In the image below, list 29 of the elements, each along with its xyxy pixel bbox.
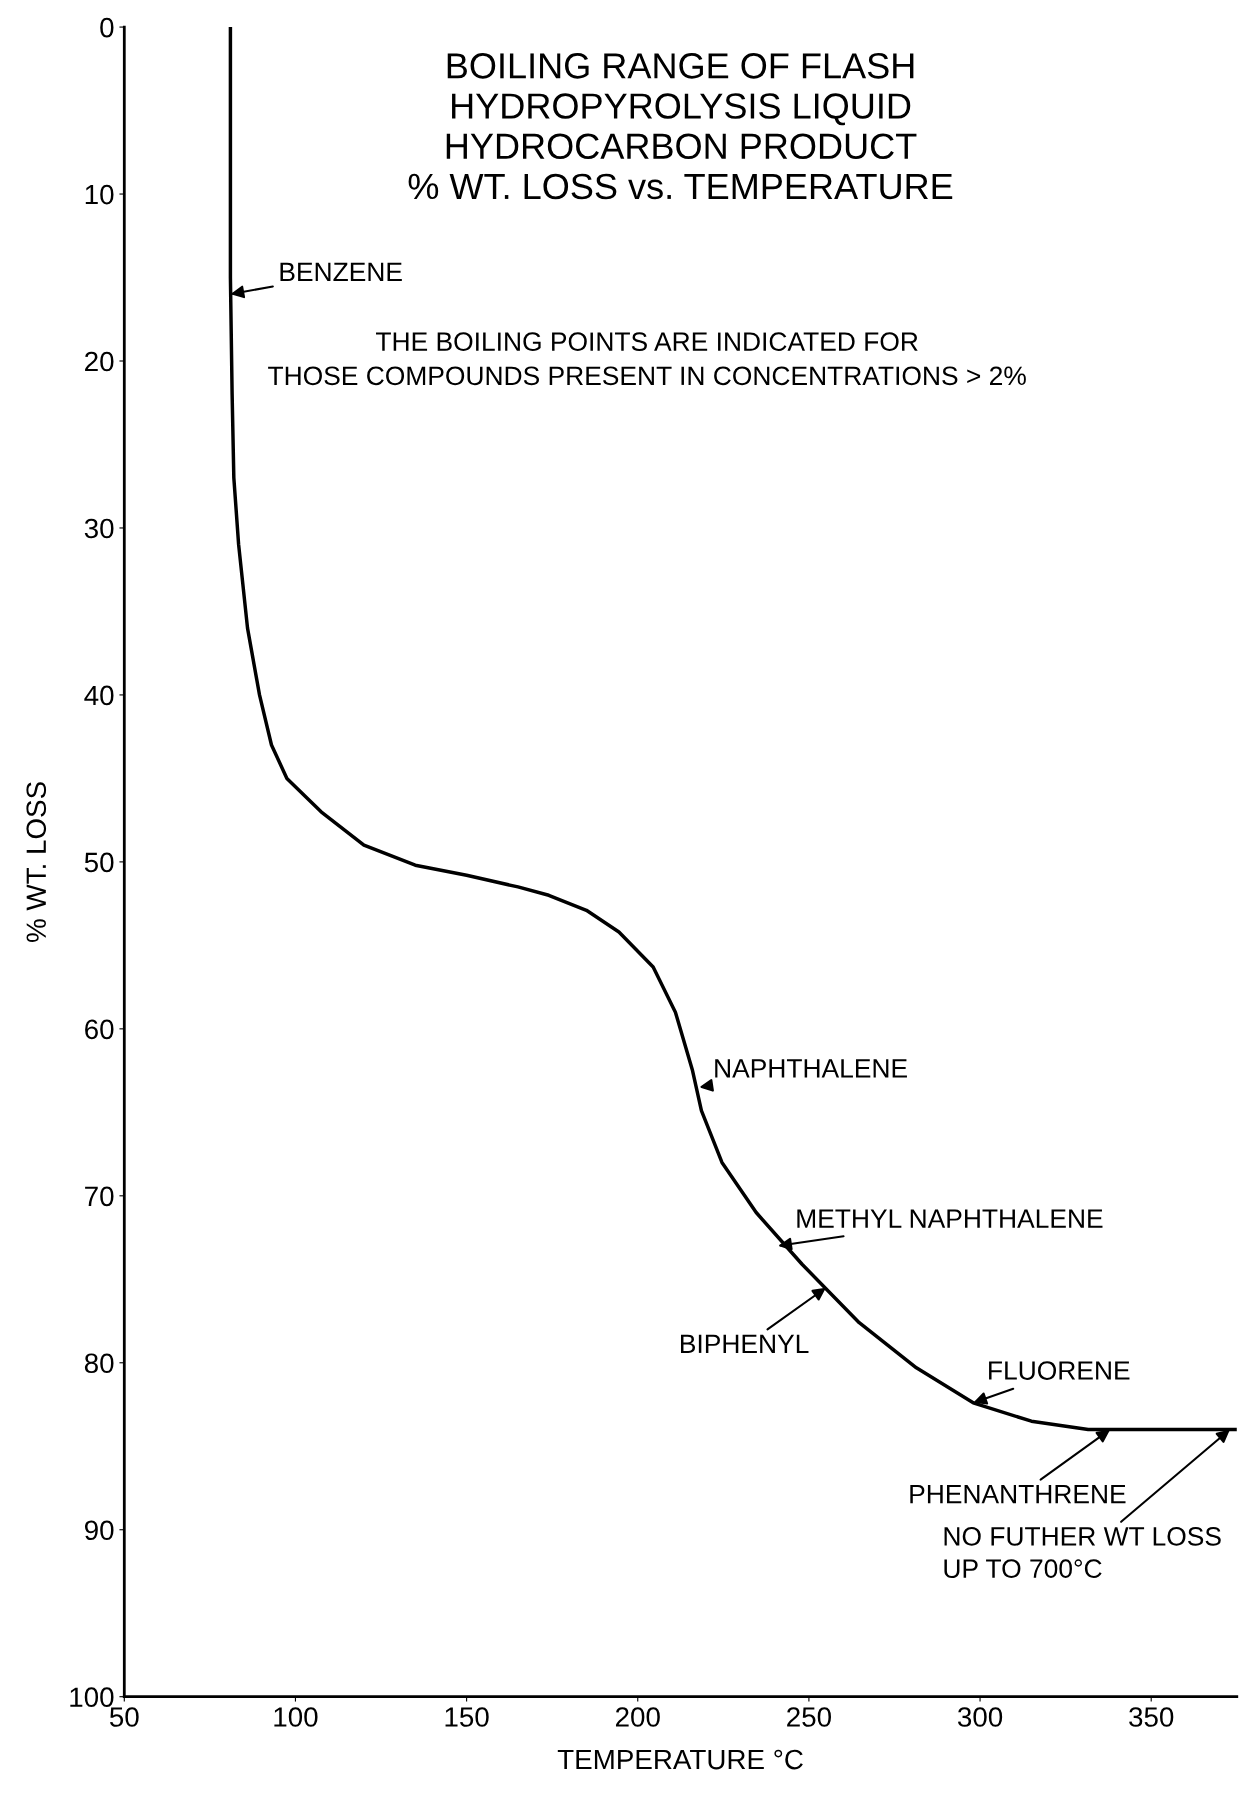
y-tick-label: 40 [84, 685, 114, 706]
x-axis-title: TEMPERATURE °C [557, 1749, 803, 1770]
x-tick-label: 300 [957, 1707, 1003, 1727]
x-tick-label: 50 [109, 1707, 139, 1727]
annotation: BENZENE [280, 262, 402, 281]
annotation: METHYL NAPHTHALENE [797, 1209, 1103, 1228]
y-tick-label: 20 [85, 351, 114, 372]
y-tick-label: 30 [84, 518, 114, 539]
y-tick-label: 90 [84, 1520, 114, 1541]
y-tick-label: 70 [85, 1186, 114, 1207]
x-tick-label: 150 [445, 1707, 489, 1727]
y-tick-label: 10 [85, 184, 114, 205]
annotation: FLUORENE [989, 1361, 1130, 1380]
annotation: THE BOILING POINTS ARE INDICATED FOR THOSE COMPOUNDS PRESENT IN CONCENTRATIONS > 2% [268, 332, 1026, 386]
y-tick-label: 60 [85, 1019, 114, 1040]
x-tick-label: 350 [1129, 1707, 1174, 1727]
y-tick-label: 80 [84, 1353, 114, 1374]
annotation: NAPHTHALENE [715, 1059, 907, 1078]
x-tick-label: 250 [787, 1707, 831, 1727]
annotation: NO FUTHER WT LOSS UP TO 700°C [944, 1527, 1221, 1578]
x-tick-label: 100 [274, 1707, 318, 1727]
y-tick-label: 100 [70, 1687, 114, 1708]
annotation: PHENANTHRENE [910, 1485, 1126, 1504]
y-tick-label: 50 [84, 852, 114, 873]
text: BOILING RANGE OF FLASH HYDROPYROLYSIS LIQUID HYDROCARBON PRODUCT % WT. LOSS vs. TEMPERATURE [408, 53, 953, 200]
y-tick-label: 0 [100, 17, 114, 38]
x-tick-label: 200 [615, 1707, 660, 1727]
y-axis-title: % WT. LOSS [26, 782, 47, 942]
annotation: BIPHENYL [681, 1334, 809, 1353]
